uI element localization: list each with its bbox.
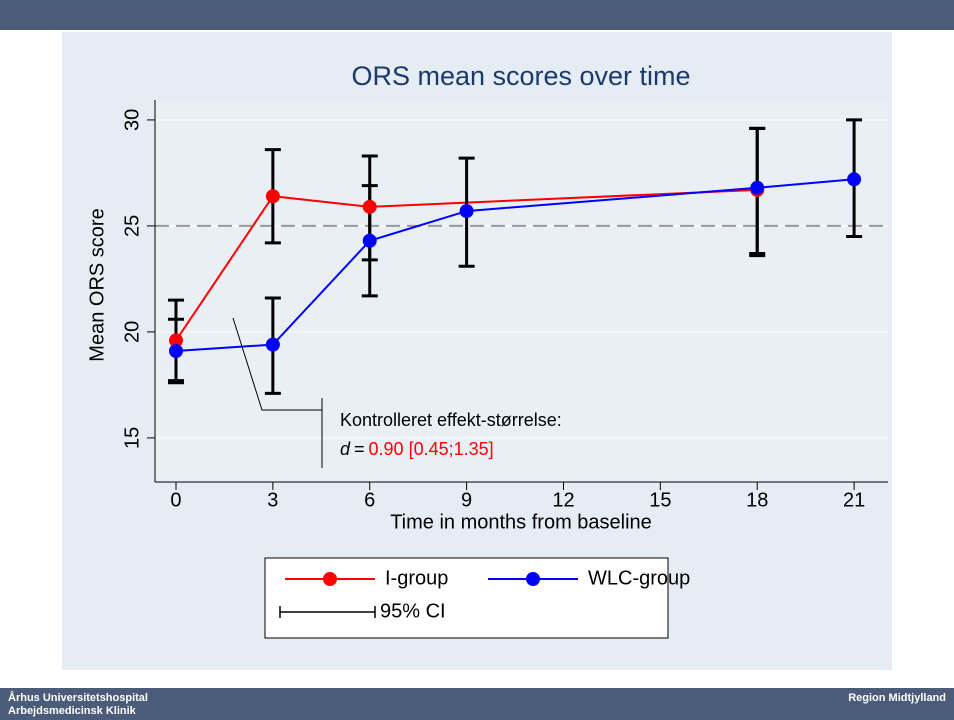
y-axis-label: Mean ORS score [86,208,108,361]
x-tick-label: 9 [461,489,472,511]
y-tick-label: 30 [121,109,143,131]
legend-box [264,557,669,639]
annotation-effect: d = 0.90 [0.45;1.35] [340,439,494,459]
x-tick-label: 18 [746,489,768,511]
x-tick-label: 12 [552,489,574,511]
effect-value: 0.90 [0.45;1.35] [369,439,494,459]
marker [265,189,280,204]
legend-label: WLC-group [588,567,690,589]
marker [459,204,474,219]
footer-left-2: Arbejdsmedicinsk Klinik [8,705,137,717]
x-tick-label: 0 [170,489,181,511]
series-line [175,178,855,352]
footer-left-1: Århus Universitetshospital [8,691,148,704]
top-bar [0,0,954,30]
marker [168,343,183,358]
marker [265,337,280,352]
legend-marker [526,572,540,586]
x-tick-label: 6 [364,489,375,511]
y-tick-label: 15 [121,427,143,449]
series-line [175,188,758,341]
chart-title: ORS mean scores over time [351,61,690,91]
footer-right: Region Midtjylland [848,692,946,704]
x-tick-label: 15 [649,489,671,511]
leader-line [232,317,322,411]
marker [362,233,377,248]
annotation-text: Kontrolleret effekt-størrelse: [340,410,562,430]
annotation: Kontrolleret effekt-størrelse: d = 0.90 [0… [232,317,562,468]
x-tick-label: 21 [843,489,865,511]
marker [750,180,765,195]
y-tick-label: 25 [121,215,143,237]
bottom-bar [0,688,954,720]
x-axis-label: Time in months from baseline [390,511,652,533]
effect-symbol: d [340,439,351,459]
plot-area [155,100,888,482]
legend-label: I-group [385,567,448,589]
y-tick-label: 20 [121,321,143,343]
marker [362,199,377,214]
marker [847,172,862,187]
x-tick-label: 3 [267,489,278,511]
effect-equals: = [354,439,365,459]
legend-label: 95% CI [380,600,446,622]
legend-marker [323,572,337,586]
marker [168,333,183,348]
